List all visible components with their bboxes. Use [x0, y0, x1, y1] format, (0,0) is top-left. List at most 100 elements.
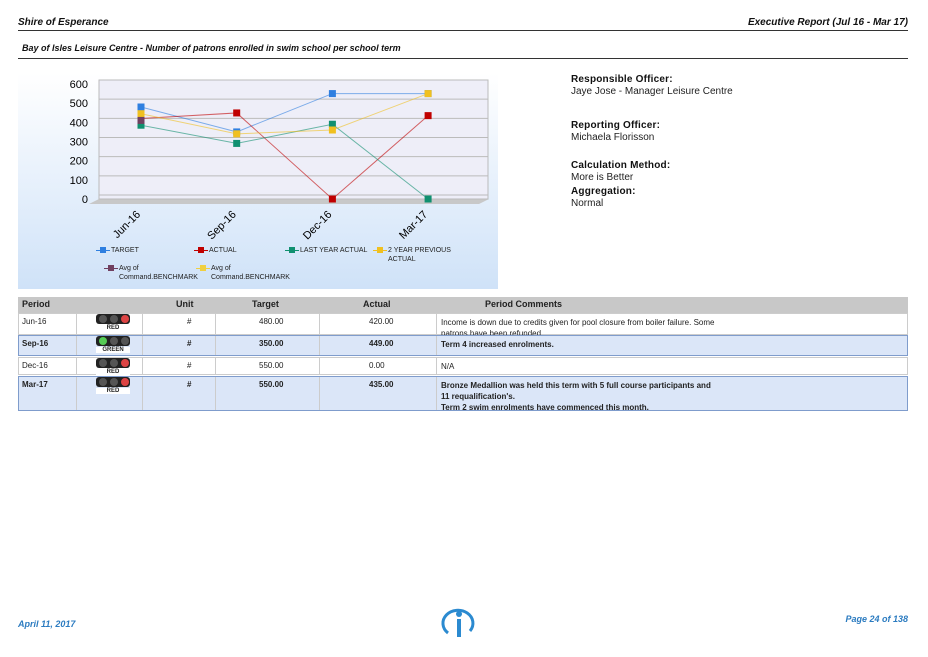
y-tick-label: 300 [70, 137, 88, 149]
actual: 0.00 [369, 361, 385, 370]
info-label: Reporting Officer: [571, 120, 661, 131]
cell-divider [142, 377, 143, 410]
marker [328, 120, 336, 128]
cell-divider [436, 358, 437, 374]
actual: 420.00 [369, 317, 394, 326]
info-label: Responsible Officer: [571, 74, 673, 85]
report-name: Executive Report (Jul 16 - Mar 17) [747, 17, 908, 28]
cell-divider [76, 358, 77, 374]
legend-label: Avg of Command.BENCHMARK [211, 265, 290, 281]
comments: Income is down due to credits given for … [441, 317, 721, 339]
cell-divider [319, 336, 320, 355]
footer-page: Page 24 of 138 [845, 614, 908, 624]
legend-swatch [289, 247, 295, 253]
footer-date: April 11, 2017 [18, 619, 76, 629]
marker [137, 121, 145, 129]
marker [233, 109, 241, 117]
cell-divider [436, 336, 437, 355]
info-label: Calculation Method: [571, 160, 671, 171]
y-tick-label: 600 [70, 79, 88, 91]
info-value: More is Better [571, 172, 634, 183]
comment: Income is down due to credits given for … [441, 318, 715, 338]
legend-label: TARGET [111, 247, 139, 254]
cell-divider [319, 358, 320, 374]
cell-divider [319, 377, 320, 410]
period: Sep-16 [22, 339, 49, 348]
cell-divider [142, 336, 143, 355]
period: Jun-16 [22, 317, 47, 326]
marker [233, 139, 241, 147]
plot-area [98, 79, 489, 200]
legend-label: 2 YEAR PREVIOUS ACTUAL [388, 247, 451, 263]
cell-divider [76, 377, 77, 410]
target: 350.00 [259, 339, 284, 348]
comments: N/A [441, 361, 721, 372]
column-header: Period Comments [485, 299, 563, 309]
table-row: Dec-16 RED #550.00 0.00 N/A [18, 357, 908, 375]
table-row: Sep-16 GREEN #350.00 449.00 Term 4 increased… [18, 335, 908, 356]
legend-swatch [198, 247, 204, 253]
traffic-light [96, 377, 130, 387]
lamp [99, 359, 107, 367]
target: 480.00 [259, 317, 284, 326]
comment: Bronze Medallion was held this term with… [441, 381, 711, 401]
subtitle: Bay of Isles Leisure Centre - Number of … [22, 43, 401, 53]
lamp [110, 378, 118, 386]
column-header: Unit [176, 299, 194, 309]
legend-label: LAST YEAR ACTUAL [300, 247, 368, 254]
lamp [99, 378, 107, 386]
y-tick-label: 400 [70, 117, 88, 129]
table-row: Jun-16 RED #480.00 420.00 Income is down due… [18, 313, 908, 338]
legend-swatch [108, 265, 114, 271]
cell-divider [215, 358, 216, 374]
period: Dec-16 [22, 361, 48, 370]
actual: 449.00 [369, 339, 394, 348]
y-tick-label: 100 [70, 175, 88, 187]
series-line [140, 123, 429, 200]
status-label: RED [96, 369, 130, 375]
traffic-light [96, 358, 130, 368]
marker [137, 110, 145, 118]
legend-swatch [100, 247, 106, 253]
comment: Term 4 increased enrolments. [441, 340, 554, 349]
cell-divider [76, 336, 77, 355]
period: Mar-17 [22, 380, 48, 389]
cell-divider [142, 314, 143, 334]
lamp [110, 337, 118, 345]
table-row: Mar-17 RED #550.00 435.00 Bronze Medallion w… [18, 376, 908, 413]
unit: # [187, 361, 192, 370]
floor [89, 199, 489, 204]
cell-divider [436, 377, 437, 410]
target: 550.00 [259, 361, 284, 370]
lamp [110, 315, 118, 323]
column-header: Target [252, 299, 279, 309]
actual: 435.00 [369, 380, 394, 389]
marker [424, 90, 432, 98]
marker [328, 195, 336, 203]
marker [328, 126, 336, 134]
unit: # [187, 339, 192, 348]
cell-divider [319, 314, 320, 334]
traffic-light [96, 336, 130, 346]
y-tick-label: 500 [70, 98, 88, 110]
status-label: GREEN [96, 347, 130, 353]
cell-divider [215, 314, 216, 334]
table-header: Period Unit Target Actual Period Comments [18, 297, 908, 313]
comments: Bronze Medallion was held this term with… [441, 380, 721, 413]
rule [18, 58, 908, 59]
marker [233, 130, 241, 138]
unit: # [187, 317, 192, 326]
info-value: Normal [571, 198, 604, 209]
rule [18, 30, 908, 31]
status-label: RED [96, 388, 130, 394]
traffic-light [96, 314, 130, 324]
marker [328, 90, 336, 98]
series-line [140, 112, 429, 200]
legend-swatch [377, 247, 383, 253]
y-tick-label: 0 [82, 194, 88, 206]
org-name: Shire of Esperance [18, 17, 109, 28]
info-value: Michaela Florisson [571, 132, 655, 143]
legend-label: ACTUAL [209, 247, 237, 254]
